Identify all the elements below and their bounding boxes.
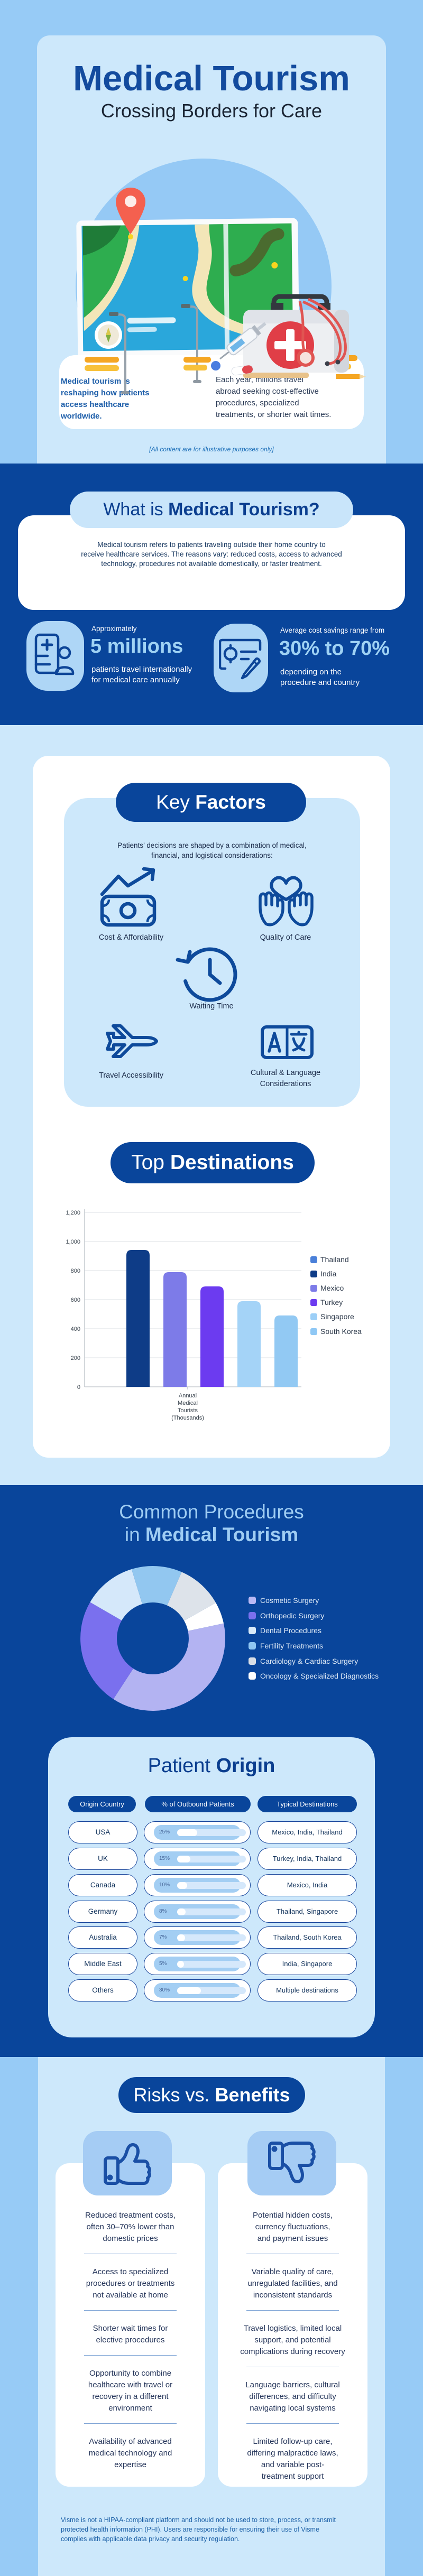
- svg-text:Mexico: Mexico: [320, 1284, 344, 1292]
- svg-text:600: 600: [71, 1297, 80, 1303]
- svg-text:Annual: Annual: [179, 1393, 197, 1399]
- svg-text:South Korea: South Korea: [320, 1327, 362, 1336]
- svg-text:200: 200: [71, 1355, 80, 1361]
- svg-text:Tourists: Tourists: [178, 1407, 198, 1414]
- svg-text:1,200: 1,200: [66, 1210, 80, 1216]
- svg-text:800: 800: [71, 1268, 80, 1274]
- svg-text:(Thousands): (Thousands): [171, 1415, 204, 1421]
- svg-text:India: India: [320, 1270, 337, 1278]
- svg-text:0: 0: [77, 1384, 80, 1391]
- svg-text:400: 400: [71, 1326, 80, 1332]
- svg-text:1,000: 1,000: [66, 1239, 80, 1245]
- svg-text:Singapore: Singapore: [320, 1312, 354, 1321]
- svg-text:Thailand: Thailand: [320, 1255, 349, 1264]
- svg-text:Turkey: Turkey: [320, 1298, 343, 1306]
- svg-text:Medical: Medical: [178, 1400, 198, 1406]
